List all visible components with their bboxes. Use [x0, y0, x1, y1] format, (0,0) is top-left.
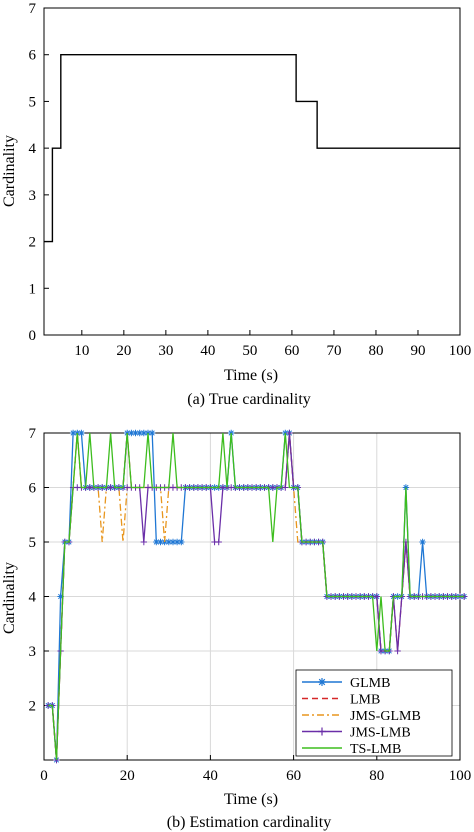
y-tick-label: 5: [29, 94, 37, 110]
plot-frame: [43, 7, 461, 336]
data-point-marker: [132, 429, 139, 437]
data-point-marker: [215, 538, 222, 546]
data-point-marker: [419, 538, 426, 546]
series-layer: [44, 429, 468, 764]
x-tick-label: 10: [74, 343, 89, 359]
y-axis-label: Cardinality: [1, 562, 18, 634]
y-tick-label: 7: [29, 1, 37, 17]
axis-ticks: 0 20 40 60 80 100 2 3 4 5 6 7: [29, 426, 472, 784]
legend-label: JMS-LMB: [350, 726, 411, 741]
chart-caption: (b) Estimation cardinality: [167, 814, 331, 831]
x-axis-label: Time (s): [224, 367, 278, 384]
x-tick-label: 80: [368, 343, 383, 359]
data-point-marker: [169, 538, 177, 546]
chart-caption: (a) True cardinality: [187, 391, 311, 408]
data-point-marker: [153, 538, 160, 546]
data-point-marker: [140, 429, 147, 437]
data-point-marker: [136, 429, 143, 437]
data-point-marker: [157, 538, 164, 546]
y-tick-label: 6: [29, 48, 37, 64]
y-tick-label: 0: [29, 328, 37, 344]
axis-ticks: 10 20 30 40 50 60 70 80 90 100 0 1 2 3 4 5 6 7: [29, 1, 472, 359]
data-point-marker: [178, 538, 185, 546]
y-axis-label: Cardinality: [1, 135, 18, 207]
x-tick-label: 70: [326, 343, 341, 359]
data-point-marker: [140, 538, 148, 546]
y-tick-label: 2: [29, 235, 37, 251]
legend-label: LMB: [350, 693, 380, 708]
true-cardinality-chart: 10 20 30 40 50 60 70 80 90 100 0 1 2 3 4 5 6 7 Cardinalit…: [1, 1, 471, 408]
x-tick-label: 50: [242, 343, 257, 359]
y-tick-label: 3: [29, 644, 37, 660]
data-point-marker: [286, 429, 293, 437]
x-tick-label: 100: [449, 343, 472, 359]
legend-marker: [318, 678, 326, 686]
x-tick-label: 90: [410, 343, 425, 359]
y-tick-label: 4: [29, 141, 37, 157]
x-tick-label: 20: [120, 768, 135, 784]
data-point-marker: [165, 538, 172, 546]
x-tick-label: 40: [203, 768, 218, 784]
legend-marker: [318, 727, 326, 736]
data-point-marker: [78, 429, 85, 437]
data-point-marker: [394, 647, 401, 655]
y-tick-label: 5: [29, 535, 37, 551]
y-tick-label: 6: [29, 481, 37, 497]
y-tick-label: 4: [29, 590, 37, 606]
legend-label: GLMB: [350, 676, 390, 691]
y-tick-label: 7: [29, 426, 37, 442]
y-tick-label: 1: [29, 281, 37, 297]
x-tick-label: 60: [284, 343, 299, 359]
data-point-marker: [282, 484, 289, 491]
series-line: [48, 432, 465, 761]
data-point-marker: [128, 429, 135, 437]
data-point-marker: [373, 593, 380, 600]
x-tick-label: 80: [369, 768, 384, 784]
x-tick-label: 60: [286, 768, 301, 784]
x-tick-label: 0: [40, 768, 48, 784]
x-tick-label: 100: [449, 768, 472, 784]
legend-label: JMS-GLMB: [350, 709, 421, 724]
data-point-marker: [173, 538, 181, 546]
x-tick-label: 20: [116, 343, 131, 359]
legend-label: TS-LMB: [350, 742, 401, 757]
x-axis-label: Time (s): [224, 791, 278, 808]
data-point-marker: [57, 593, 64, 600]
x-tick-label: 40: [200, 343, 215, 359]
series-layer: [44, 54, 460, 243]
series-ts-lmb: [48, 432, 465, 761]
y-tick-label: 2: [29, 699, 37, 715]
x-tick-label: 30: [158, 343, 173, 359]
true-cardinality-line: [44, 54, 460, 243]
data-point-marker: [149, 429, 156, 437]
data-point-marker: [69, 429, 77, 437]
y-tick-label: 3: [29, 188, 37, 204]
